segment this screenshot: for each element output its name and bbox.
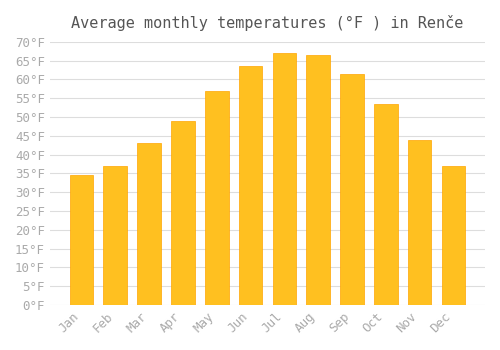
Bar: [340, 74, 364, 305]
Bar: [70, 175, 94, 305]
Bar: [442, 166, 465, 305]
Bar: [306, 55, 330, 305]
Bar: [104, 166, 127, 305]
Bar: [374, 104, 398, 305]
Bar: [238, 66, 262, 305]
Bar: [272, 53, 296, 305]
Bar: [408, 140, 432, 305]
Bar: [138, 144, 161, 305]
Bar: [205, 91, 229, 305]
Title: Average monthly temperatures (°F ) in Renče: Average monthly temperatures (°F ) in Re…: [71, 15, 464, 31]
Bar: [171, 121, 194, 305]
